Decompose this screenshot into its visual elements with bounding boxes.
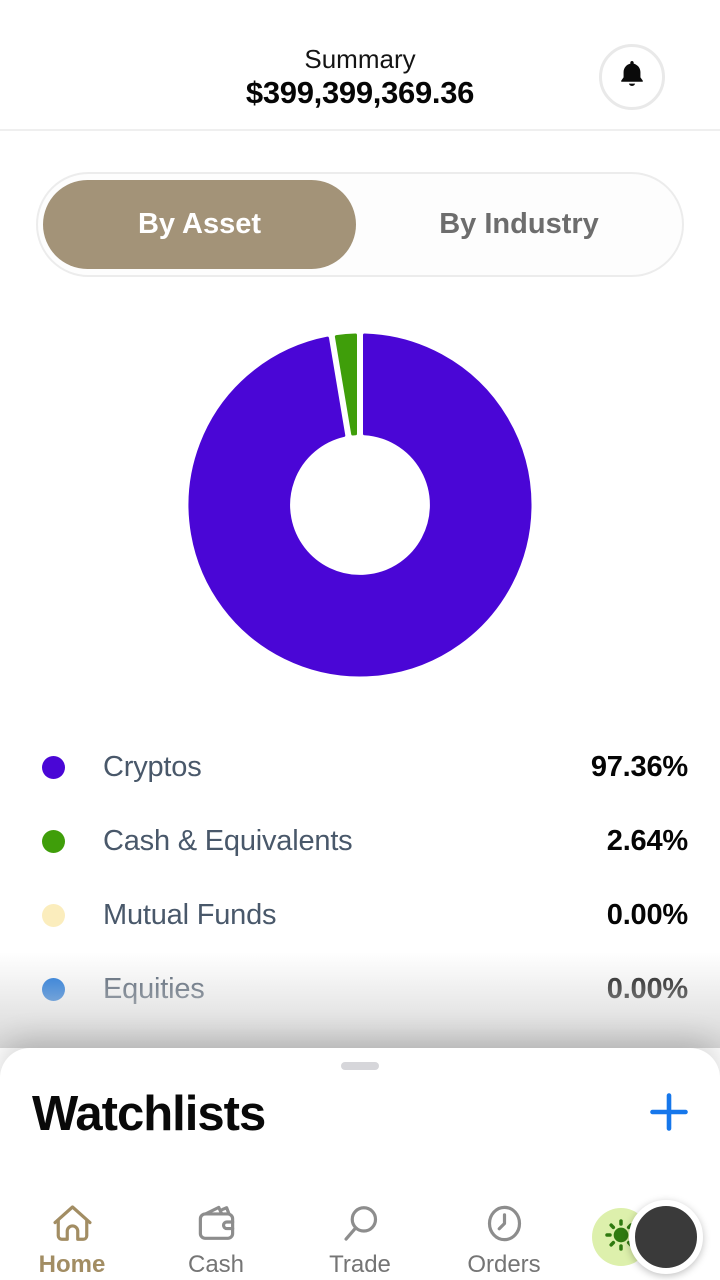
legend-label: Cryptos <box>103 750 202 783</box>
tab-label: Orders <box>467 1251 541 1278</box>
home-icon <box>50 1201 95 1246</box>
legend-value: 97.36% <box>590 750 688 783</box>
drag-handle[interactable] <box>341 1062 379 1070</box>
allocation-donut-chart[interactable] <box>180 325 540 685</box>
plus-icon <box>648 1091 690 1138</box>
legend-value: 0.00% <box>606 898 688 931</box>
notifications-button[interactable] <box>599 44 665 110</box>
donut-chart-svg <box>188 333 532 677</box>
legend-row-cryptos[interactable]: Cryptos 97.36% <box>32 730 688 804</box>
tab-bar: Home Cash Trade <box>0 1180 720 1280</box>
clock-icon <box>482 1201 527 1246</box>
tab-label: Cash <box>187 1251 245 1278</box>
tab-trade[interactable]: Trade <box>288 1180 432 1280</box>
view-segmented-control: By Asset By Industry <box>36 172 684 277</box>
tab-label: Trade <box>329 1251 391 1278</box>
legend-row-cash[interactable]: Cash & Equivalents 2.64% <box>32 804 688 878</box>
tab-orders[interactable]: Orders <box>432 1180 576 1280</box>
tab-by-asset[interactable]: By Asset <box>43 180 356 269</box>
allocation-legend: Cryptos 97.36% Cash & Equivalents 2.64% … <box>32 730 688 1026</box>
watchlists-title: Watchlists <box>32 1087 266 1141</box>
bell-icon <box>615 58 649 97</box>
legend-row-mutual-funds[interactable]: Mutual Funds 0.00% <box>32 878 688 952</box>
tab-cash[interactable]: Cash <box>144 1180 288 1280</box>
wallet-icon <box>194 1201 239 1246</box>
cash-dot-icon <box>42 829 65 853</box>
page-title: Summary <box>304 44 416 74</box>
portfolio-total: $399,399,369.36 <box>245 75 475 110</box>
cryptos-dot-icon <box>42 755 65 779</box>
legend-value: 2.64% <box>606 824 688 857</box>
legend-label: Mutual Funds <box>103 898 277 931</box>
tab-label: Home <box>38 1251 106 1278</box>
profile-avatar[interactable] <box>629 1200 703 1274</box>
header: Summary $399,399,369.36 <box>0 0 720 131</box>
search-icon <box>338 1201 383 1246</box>
legend-label: Cash & Equivalents <box>103 824 353 857</box>
tab-by-industry[interactable]: By Industry <box>439 208 599 240</box>
profile-cluster <box>576 1180 720 1280</box>
sheet-scrim <box>0 952 720 1048</box>
add-watchlist-button[interactable] <box>648 1091 690 1138</box>
mutual-funds-dot-icon <box>42 903 65 927</box>
tab-home[interactable]: Home <box>0 1180 144 1280</box>
